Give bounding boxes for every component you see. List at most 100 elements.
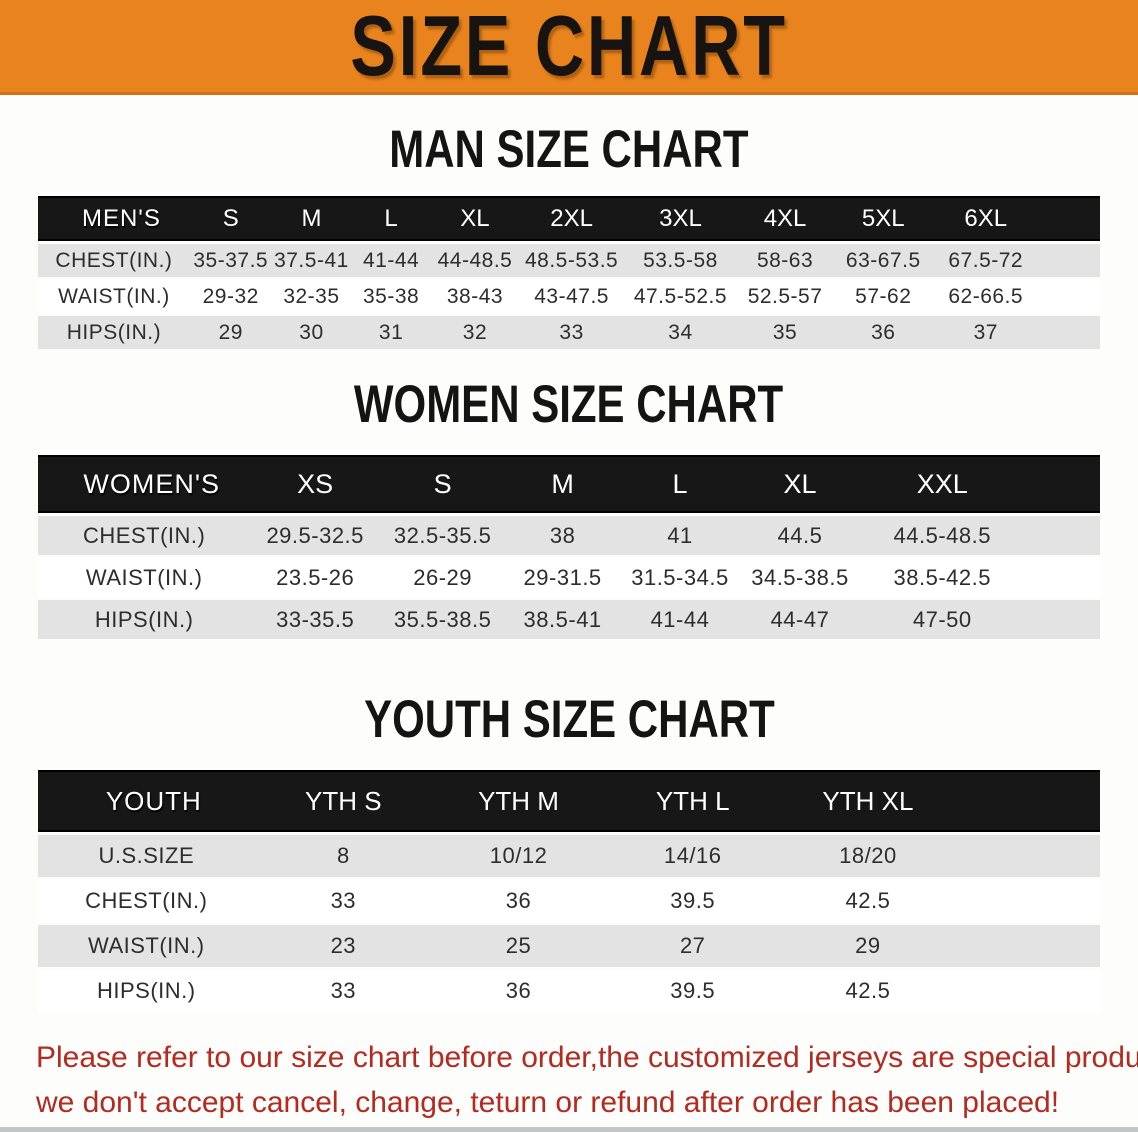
row-label: HIPS(IN.): [38, 600, 251, 639]
cell: 32: [430, 316, 520, 349]
spacer-cell: [1024, 600, 1100, 639]
cell: 32-35: [271, 280, 352, 313]
spacer-cell: [955, 880, 1100, 922]
cell: 38.5-41: [505, 600, 620, 639]
cell: 47.5-52.5: [624, 280, 737, 313]
men-size-table: MEN'S S M L XL 2XL 3XL 4XL 5XL 6XL CHEST…: [38, 193, 1100, 352]
spacer-cell: [955, 835, 1100, 877]
youth-hips-row: HIPS(IN.) 33 36 39.5 42.5: [38, 970, 1100, 1012]
women-size-header: M: [505, 455, 620, 513]
men-corner-label: MEN'S: [38, 196, 190, 241]
women-size-table: WOMEN'S XS S M L XL XXL CHEST(IN.) 29.5-…: [38, 452, 1100, 642]
youth-chest-row: CHEST(IN.) 33 36 39.5 42.5: [38, 880, 1100, 922]
cell: 39.5: [605, 970, 781, 1012]
cell: 36: [833, 316, 934, 349]
women-chest-row: CHEST(IN.) 29.5-32.5 32.5-35.5 38 41 44.…: [38, 516, 1100, 555]
men-chest-row: CHEST(IN.) 35-37.5 37.5-41 41-44 44-48.5…: [38, 244, 1100, 277]
women-size-header: XL: [739, 455, 860, 513]
cell: 29.5-32.5: [250, 516, 380, 555]
cell: 44.5: [739, 516, 860, 555]
cell: 53.5-58: [624, 244, 737, 277]
youth-section-heading: YOUTH SIZE CHART: [0, 689, 1138, 749]
cell: 36: [431, 880, 606, 922]
cell: 41: [619, 516, 740, 555]
women-size-header: XS: [250, 455, 380, 513]
spacer-cell: [1038, 196, 1100, 241]
cell: 35.5-38.5: [379, 600, 506, 639]
men-section-heading: MAN SIZE CHART: [0, 119, 1138, 179]
cell: 44.5-48.5: [859, 516, 1025, 555]
row-label: CHEST(IN.): [38, 516, 251, 555]
men-size-header: L: [351, 196, 431, 241]
women-size-header: L: [619, 455, 740, 513]
women-size-header: S: [379, 455, 506, 513]
cell: 23.5-26: [250, 558, 380, 597]
youth-size-table: YOUTH YTH S YTH M YTH L YTH XL U.S.SIZE …: [38, 767, 1100, 1015]
cell: 36: [431, 970, 606, 1012]
cell: 62-66.5: [933, 280, 1039, 313]
cell: 14/16: [605, 835, 781, 877]
cell: 29: [189, 316, 272, 349]
cell: 37.5-41: [271, 244, 352, 277]
cell: 33: [519, 316, 625, 349]
women-waist-row: WAIST(IN.) 23.5-26 26-29 29-31.5 31.5-34…: [38, 558, 1100, 597]
banner: SIZE CHART: [0, 0, 1138, 95]
cell: 34: [624, 316, 737, 349]
spacer-cell: [1038, 280, 1100, 313]
cell: 29-31.5: [505, 558, 620, 597]
cell: 48.5-53.5: [519, 244, 625, 277]
cell: 33-35.5: [250, 600, 380, 639]
cell: 41-44: [619, 600, 740, 639]
spacer-cell: [955, 970, 1100, 1012]
cell: 44-47: [739, 600, 860, 639]
men-waist-row: WAIST(IN.) 29-32 32-35 35-38 38-43 43-47…: [38, 280, 1100, 313]
cell: 37: [933, 316, 1039, 349]
page-title: SIZE CHART: [350, 0, 788, 94]
youth-size-header: YTH L: [605, 770, 781, 832]
women-size-header: XXL: [859, 455, 1025, 513]
youth-size-header: YTH XL: [780, 770, 956, 832]
cell: 30: [271, 316, 352, 349]
row-label: HIPS(IN.): [38, 316, 190, 349]
spacer-cell: [955, 770, 1100, 832]
men-heading-text: MAN SIZE CHART: [389, 119, 749, 179]
cell: 43-47.5: [519, 280, 625, 313]
men-size-header: 5XL: [833, 196, 934, 241]
men-size-header: 2XL: [519, 196, 625, 241]
cell: 33: [254, 880, 432, 922]
cell: 29: [780, 925, 956, 967]
women-hips-row: HIPS(IN.) 33-35.5 35.5-38.5 38.5-41 41-4…: [38, 600, 1100, 639]
row-label: WAIST(IN.): [38, 280, 190, 313]
cell: 27: [605, 925, 781, 967]
cell: 44-48.5: [430, 244, 520, 277]
row-label: U.S.SIZE: [38, 835, 255, 877]
cell: 35: [736, 316, 834, 349]
youth-header-row: YOUTH YTH S YTH M YTH L YTH XL: [38, 770, 1100, 832]
cell: 31.5-34.5: [619, 558, 740, 597]
men-size-header: S: [189, 196, 272, 241]
cell: 41-44: [351, 244, 431, 277]
youth-heading-text: YOUTH SIZE CHART: [363, 689, 775, 749]
men-hips-row: HIPS(IN.) 29 30 31 32 33 34 35 36 37: [38, 316, 1100, 349]
cell: 34.5-38.5: [739, 558, 860, 597]
cell: 38-43: [430, 280, 520, 313]
cell: 47-50: [859, 600, 1025, 639]
cell: 18/20: [780, 835, 956, 877]
youth-size-header: YTH M: [431, 770, 606, 832]
cell: 38.5-42.5: [859, 558, 1025, 597]
cell: 42.5: [780, 880, 956, 922]
spacer-cell: [1038, 244, 1100, 277]
row-label: CHEST(IN.): [38, 880, 255, 922]
cell: 58-63: [736, 244, 834, 277]
youth-corner-label: YOUTH: [38, 770, 255, 832]
cell: 38: [505, 516, 620, 555]
youth-size-header: YTH S: [254, 770, 432, 832]
women-header-row: WOMEN'S XS S M L XL XXL: [38, 455, 1100, 513]
spacer-cell: [1024, 455, 1100, 513]
youth-waist-row: WAIST(IN.) 23 25 27 29: [38, 925, 1100, 967]
cell: 63-67.5: [833, 244, 934, 277]
row-label: WAIST(IN.): [38, 558, 251, 597]
cell: 39.5: [605, 880, 781, 922]
men-header-row: MEN'S S M L XL 2XL 3XL 4XL 5XL 6XL: [38, 196, 1100, 241]
